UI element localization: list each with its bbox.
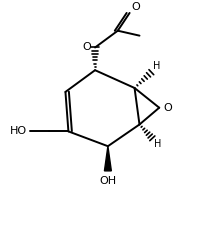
- Text: OH: OH: [99, 176, 116, 186]
- Text: O: O: [132, 2, 140, 12]
- Text: H: H: [154, 139, 162, 149]
- Text: O: O: [163, 103, 172, 113]
- Text: H: H: [153, 61, 161, 71]
- Text: HO: HO: [10, 126, 27, 136]
- Polygon shape: [104, 146, 111, 171]
- Text: O: O: [82, 43, 91, 53]
